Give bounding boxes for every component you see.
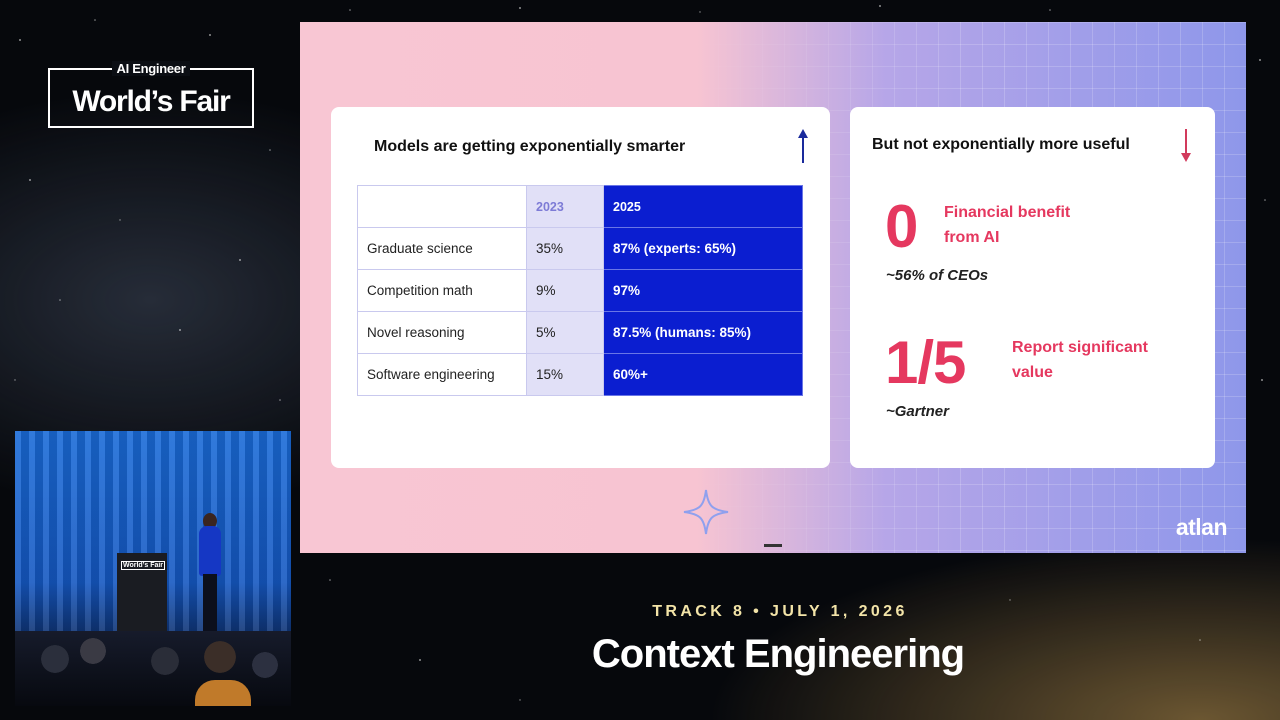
stat-value-financial: 0 <box>885 193 918 260</box>
stat-label-line: value <box>1012 364 1053 381</box>
row-value-2025: 87% (experts: 65%) <box>603 227 803 270</box>
audience-member <box>195 680 251 706</box>
logo-top-text: AI Engineer <box>111 61 191 76</box>
smarter-card-title: Models are getting exponentially smarter <box>374 138 686 155</box>
speaker-camera-feed: World’s Fair <box>15 431 291 706</box>
header-cell-2023: 2023 <box>526 185 604 228</box>
table-header-row: 2023 2025 <box>357 185 803 228</box>
stat-label-significant: Report significant value <box>1012 335 1148 385</box>
slide-progress-dash <box>764 544 782 547</box>
header-cell-2025: 2025 <box>603 185 803 228</box>
event-logo: AI Engineer World’s Fair <box>48 61 254 128</box>
row-label: Software engineering <box>357 353 527 396</box>
row-label: Novel reasoning <box>357 311 527 354</box>
speaker <box>199 526 221 576</box>
row-value-2025: 97% <box>603 269 803 312</box>
row-value-2023: 9% <box>526 269 604 312</box>
table-row: Graduate science 35% 87% (experts: 65%) <box>357 227 803 270</box>
audience <box>15 631 291 706</box>
row-value-2023: 15% <box>526 353 604 396</box>
stat-value-significant: 1/5 <box>885 329 966 396</box>
speaker-legs <box>203 574 217 634</box>
row-value-2025: 60%+ <box>603 353 803 396</box>
logo-main-text: World’s Fair <box>72 85 230 118</box>
header-cell-blank <box>357 185 527 228</box>
usefulness-card-title: But not exponentially more useful <box>872 136 1130 153</box>
stat-label-line: from AI <box>944 229 1000 246</box>
row-value-2023: 35% <box>526 227 604 270</box>
sparkle-icon <box>683 489 729 535</box>
down-arrow-icon <box>1181 129 1191 162</box>
row-value-2023: 5% <box>526 311 604 354</box>
table-row: Competition math 9% 97% <box>357 269 803 312</box>
podium-label: World’s Fair <box>121 561 165 570</box>
smarter-card: Models are getting exponentially smarter… <box>331 107 830 468</box>
atlan-logo: atlan <box>1175 514 1228 540</box>
benchmark-table: 2023 2025 Graduate science 35% 87% (expe… <box>357 185 803 396</box>
presentation-slide: Models are getting exponentially smarter… <box>300 22 1246 553</box>
usefulness-card: But not exponentially more useful 0 Fina… <box>850 107 1215 468</box>
row-label: Graduate science <box>357 227 527 270</box>
stat-label-line: Report significant <box>1012 339 1149 356</box>
session-title: Context Engineering <box>591 632 965 676</box>
track-date-line: TRACK 8 • JULY 1, 2026 <box>652 603 908 620</box>
stat-label-line: Financial benefit <box>944 204 1071 221</box>
row-label: Competition math <box>357 269 527 312</box>
row-value-2025: 87.5% (humans: 85%) <box>603 311 803 354</box>
speaker-head <box>203 513 217 529</box>
table-row: Software engineering 15% 60%+ <box>357 353 803 396</box>
stat-label-financial: Financial benefit from AI <box>944 200 1070 250</box>
stat-source-gartner: ~Gartner <box>886 403 949 420</box>
table-row: Novel reasoning 5% 87.5% (humans: 85%) <box>357 311 803 354</box>
stat-source-ceos: ~56% of CEOs <box>886 267 989 284</box>
up-arrow-icon <box>798 129 808 163</box>
